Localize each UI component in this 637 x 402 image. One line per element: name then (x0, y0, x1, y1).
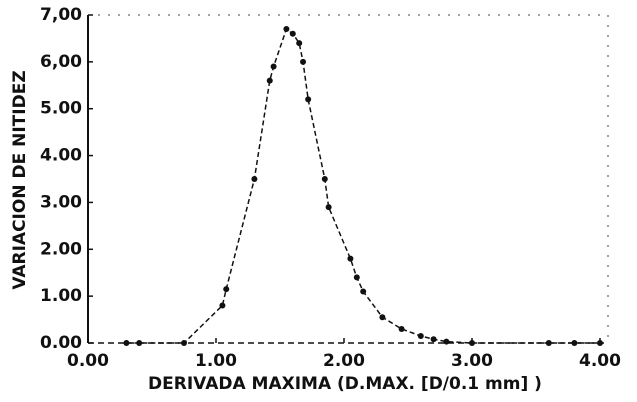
data-point (296, 40, 303, 47)
data-point (266, 77, 273, 84)
y-axis-label: VARIACION DE NITIDEZ (10, 70, 30, 289)
x-tick-label: 4.00 (579, 351, 621, 371)
data-point (270, 63, 277, 70)
data-point (353, 274, 360, 281)
y-tick-label: 0.00 (40, 333, 82, 353)
data-point (417, 332, 424, 339)
x-tick-label: 1.00 (195, 351, 237, 371)
y-tick-label: 1.00 (40, 286, 82, 306)
data-point (571, 340, 578, 346)
y-tick-label: 3.00 (40, 192, 82, 212)
data-point (597, 340, 603, 346)
y-tick-label: 2.00 (40, 239, 82, 259)
data-point (219, 302, 226, 309)
data-point (325, 204, 332, 211)
data-point (398, 325, 405, 332)
data-point (123, 340, 130, 346)
x-tick-label: 2.00 (323, 351, 365, 371)
y-tick-label: 7,00 (40, 5, 82, 25)
data-point (545, 340, 552, 346)
data-point (251, 176, 258, 182)
data-point (181, 340, 187, 346)
data-point (289, 30, 296, 37)
curve (126, 27, 600, 344)
y-tick-label: 6,00 (40, 52, 82, 72)
data-point (443, 338, 450, 345)
data-point (283, 26, 290, 33)
data-point (469, 340, 475, 346)
x-tick-label: 0.00 (67, 351, 109, 371)
data-point (360, 288, 367, 295)
data-point (305, 96, 312, 103)
data-point (347, 255, 354, 262)
data-point (300, 58, 307, 65)
x-axis-label: DERIVADA MAXIMA (D.MAX. [D/0.1 mm] ) (148, 374, 542, 394)
data-point (430, 336, 437, 343)
y-tick-label: 5.00 (40, 99, 82, 119)
data-point (321, 176, 328, 182)
data-point (136, 340, 143, 346)
data-point (379, 314, 386, 321)
data-point (223, 286, 230, 293)
x-tick-label: 3.00 (451, 351, 493, 371)
y-tick-label: 4.00 (40, 146, 82, 166)
